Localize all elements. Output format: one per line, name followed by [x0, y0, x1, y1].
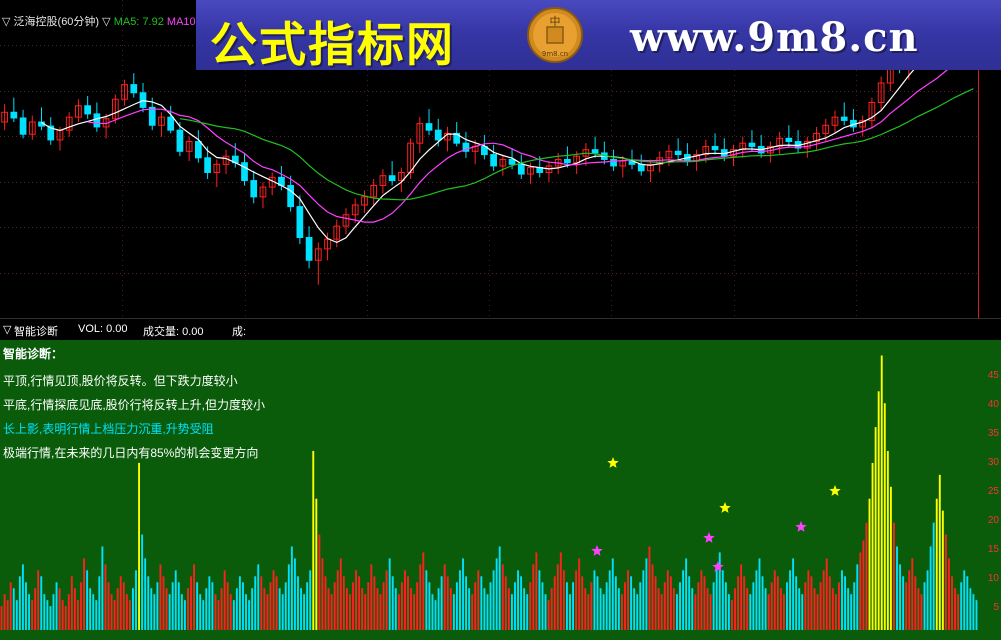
volume-tick-35: 35	[987, 428, 999, 439]
diagnosis-line-4: 极端行情,在未来的几日内有85%的机会变更方向	[3, 446, 259, 460]
indicator-status-bar[interactable]: ▽ 智能诊断 VOL: 0.00 成交量: 0.00 成:	[0, 318, 1001, 342]
status-volume-label: 成交量: 0.00	[143, 326, 204, 338]
diagnosis-title: 智能诊断：	[3, 347, 64, 361]
price-header-marker: ▽	[2, 16, 11, 28]
price-axis-line	[978, 0, 979, 318]
status-indicator-name[interactable]: 智能诊断	[14, 326, 58, 338]
volume-tick-20: 20	[987, 515, 999, 526]
watermark-banner: 公式指标网 中 9m8.cn www.9m8.cn	[196, 0, 1001, 70]
price-header-ma10-label: MA10	[166, 16, 196, 28]
diagnosis-volume-pane: 智能诊断： 平顶,行情见顶,股价将反转。但下跌力度较小 平底,行情探底见底,股价…	[0, 340, 1001, 640]
svg-text:中: 中	[550, 15, 561, 28]
volume-tick-25: 25	[987, 486, 999, 497]
status-marker: ▽	[3, 324, 12, 336]
price-header-ma5-value: 7.92	[142, 16, 164, 28]
volume-tick-5: 5	[993, 602, 999, 613]
volume-tick-45: 45	[987, 370, 999, 381]
svg-text:9m8.cn: 9m8.cn	[542, 50, 568, 58]
diagnosis-line-2: 平底,行情探底见底,股价行将反转上升,但力度较小	[3, 398, 266, 412]
price-header-ma-marker: ▽	[102, 16, 111, 28]
price-header-symbol: 泛海控股(60分钟)	[13, 16, 100, 28]
coin-logo-icon: 中 9m8.cn	[527, 7, 583, 63]
diagnosis-line-1: 平顶,行情见顶,股价将反转。但下跌力度较小	[3, 374, 238, 388]
volume-tick-40: 40	[987, 399, 999, 410]
price-header-ma5-label: MA5:	[113, 16, 140, 28]
banner-site-name-cn: 公式指标网	[210, 18, 455, 70]
status-extra-label: 成:	[232, 326, 247, 338]
diagnosis-line-3: 长上影,表明行情上档压力沉重,升势受阻	[3, 422, 214, 436]
price-header: ▽ 泛海控股(60分钟) ▽ MA5: 7.92 MA10	[2, 13, 196, 29]
banner-background	[196, 0, 1001, 70]
banner-site-url: www.9m8.cn	[630, 14, 919, 61]
volume-tick-15: 15	[987, 544, 999, 555]
status-vol-label: VOL: 0.00	[78, 323, 128, 335]
volume-tick-30: 30	[987, 457, 999, 468]
volume-bar-chart	[0, 355, 978, 630]
volume-tick-10: 10	[987, 573, 999, 584]
